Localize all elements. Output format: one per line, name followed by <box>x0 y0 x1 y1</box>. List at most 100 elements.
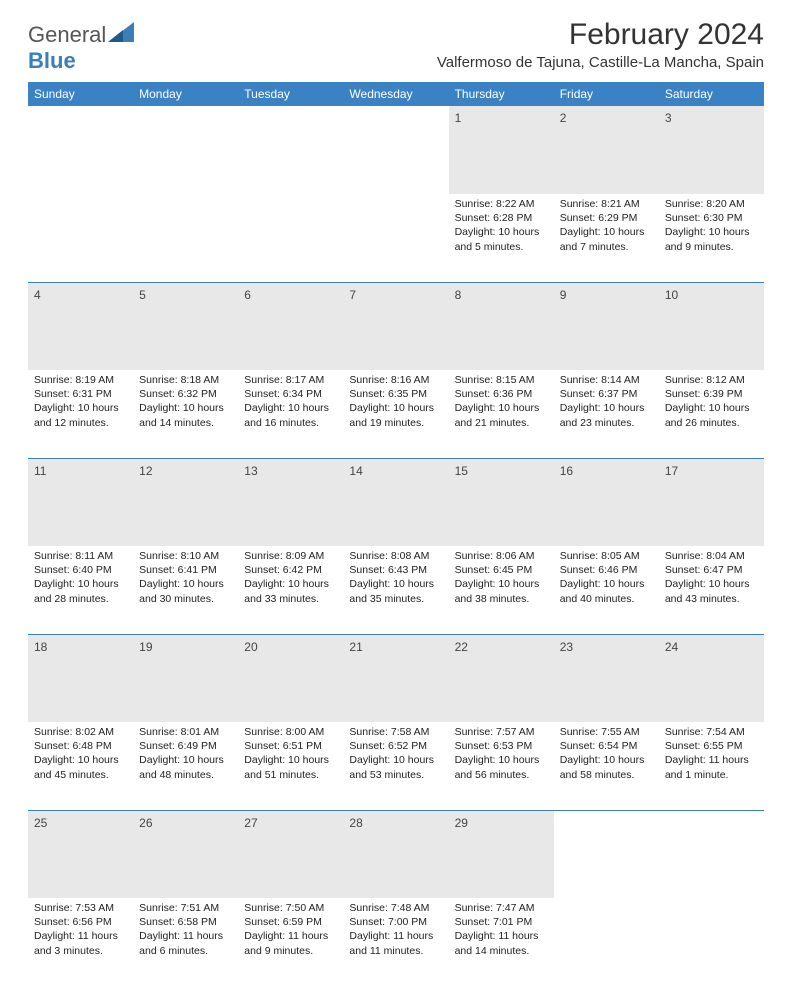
sunrise-text: Sunrise: 8:16 AM <box>349 373 442 387</box>
day-number: 24 <box>665 640 678 654</box>
daylight-text: Daylight: 10 hours and 38 minutes. <box>455 577 548 605</box>
daylight-text: Daylight: 10 hours and 43 minutes. <box>665 577 758 605</box>
day-number-cell: 14 <box>343 458 448 546</box>
day-number-cell: 7 <box>343 282 448 370</box>
day-data-cell <box>659 898 764 986</box>
sunset-text: Sunset: 6:35 PM <box>349 387 442 401</box>
brand-triangle-icon <box>108 22 134 42</box>
brand-logo: General Blue <box>28 22 134 74</box>
day-data-cell: Sunrise: 7:55 AMSunset: 6:54 PMDaylight:… <box>554 722 659 810</box>
sunrise-text: Sunrise: 7:55 AM <box>560 725 653 739</box>
daylight-text: Daylight: 11 hours and 6 minutes. <box>139 929 232 957</box>
day-number: 18 <box>34 640 47 654</box>
day-data-cell <box>343 194 448 282</box>
sunrise-text: Sunrise: 8:01 AM <box>139 725 232 739</box>
day-data-cell: Sunrise: 8:10 AMSunset: 6:41 PMDaylight:… <box>133 546 238 634</box>
day-data-cell <box>133 194 238 282</box>
day-data-cell: Sunrise: 8:21 AMSunset: 6:29 PMDaylight:… <box>554 194 659 282</box>
sunset-text: Sunset: 6:29 PM <box>560 211 653 225</box>
daylight-text: Daylight: 11 hours and 9 minutes. <box>244 929 337 957</box>
sunrise-text: Sunrise: 8:18 AM <box>139 373 232 387</box>
day-number: 2 <box>560 111 567 125</box>
sunset-text: Sunset: 6:56 PM <box>34 915 127 929</box>
sunset-text: Sunset: 6:46 PM <box>560 563 653 577</box>
day-number-cell: 26 <box>133 810 238 898</box>
day-number: 21 <box>349 640 362 654</box>
sunset-text: Sunset: 6:39 PM <box>665 387 758 401</box>
sunset-text: Sunset: 7:01 PM <box>455 915 548 929</box>
day-data-cell: Sunrise: 7:58 AMSunset: 6:52 PMDaylight:… <box>343 722 448 810</box>
data-row: Sunrise: 8:11 AMSunset: 6:40 PMDaylight:… <box>28 546 764 634</box>
data-row: Sunrise: 8:19 AMSunset: 6:31 PMDaylight:… <box>28 370 764 458</box>
calendar-table: Sunday Monday Tuesday Wednesday Thursday… <box>28 82 764 986</box>
daylight-text: Daylight: 10 hours and 30 minutes. <box>139 577 232 605</box>
day-number-cell: 3 <box>659 106 764 194</box>
month-title: February 2024 <box>437 18 764 52</box>
daylight-text: Daylight: 11 hours and 14 minutes. <box>455 929 548 957</box>
daylight-text: Daylight: 10 hours and 40 minutes. <box>560 577 653 605</box>
day-number-cell <box>659 810 764 898</box>
day-data-cell: Sunrise: 8:02 AMSunset: 6:48 PMDaylight:… <box>28 722 133 810</box>
day-number-cell: 18 <box>28 634 133 722</box>
day-number: 27 <box>244 816 257 830</box>
daylight-text: Daylight: 10 hours and 19 minutes. <box>349 401 442 429</box>
sunset-text: Sunset: 7:00 PM <box>349 915 442 929</box>
day-data-cell: Sunrise: 8:05 AMSunset: 6:46 PMDaylight:… <box>554 546 659 634</box>
daylight-text: Daylight: 10 hours and 5 minutes. <box>455 225 548 253</box>
sunrise-text: Sunrise: 8:20 AM <box>665 197 758 211</box>
day-data-cell: Sunrise: 8:00 AMSunset: 6:51 PMDaylight:… <box>238 722 343 810</box>
day-data-cell: Sunrise: 7:53 AMSunset: 6:56 PMDaylight:… <box>28 898 133 986</box>
brand-part1: General <box>28 22 106 47</box>
day-number-cell: 22 <box>449 634 554 722</box>
day-number: 13 <box>244 464 257 478</box>
sunset-text: Sunset: 6:40 PM <box>34 563 127 577</box>
sunrise-text: Sunrise: 8:10 AM <box>139 549 232 563</box>
sunrise-text: Sunrise: 8:12 AM <box>665 373 758 387</box>
day-number: 20 <box>244 640 257 654</box>
sunrise-text: Sunrise: 8:15 AM <box>455 373 548 387</box>
day-data-cell: Sunrise: 8:08 AMSunset: 6:43 PMDaylight:… <box>343 546 448 634</box>
weekday-header: Tuesday <box>238 82 343 106</box>
sunset-text: Sunset: 6:49 PM <box>139 739 232 753</box>
day-number-cell: 2 <box>554 106 659 194</box>
daylight-text: Daylight: 10 hours and 53 minutes. <box>349 753 442 781</box>
day-number-cell: 27 <box>238 810 343 898</box>
sunrise-text: Sunrise: 8:04 AM <box>665 549 758 563</box>
daylight-text: Daylight: 10 hours and 56 minutes. <box>455 753 548 781</box>
day-data-cell: Sunrise: 8:20 AMSunset: 6:30 PMDaylight:… <box>659 194 764 282</box>
sunrise-text: Sunrise: 7:51 AM <box>139 901 232 915</box>
sunrise-text: Sunrise: 8:21 AM <box>560 197 653 211</box>
day-number: 22 <box>455 640 468 654</box>
day-number-cell: 6 <box>238 282 343 370</box>
sunset-text: Sunset: 6:45 PM <box>455 563 548 577</box>
sunrise-text: Sunrise: 8:05 AM <box>560 549 653 563</box>
daylight-text: Daylight: 10 hours and 12 minutes. <box>34 401 127 429</box>
day-number: 9 <box>560 288 567 302</box>
daylight-text: Daylight: 10 hours and 28 minutes. <box>34 577 127 605</box>
day-data-cell <box>554 898 659 986</box>
day-number-cell: 19 <box>133 634 238 722</box>
sunrise-text: Sunrise: 8:11 AM <box>34 549 127 563</box>
daylight-text: Daylight: 10 hours and 21 minutes. <box>455 401 548 429</box>
day-data-cell: Sunrise: 8:18 AMSunset: 6:32 PMDaylight:… <box>133 370 238 458</box>
day-number: 29 <box>455 816 468 830</box>
day-number: 12 <box>139 464 152 478</box>
day-data-cell <box>238 194 343 282</box>
day-data-cell: Sunrise: 8:17 AMSunset: 6:34 PMDaylight:… <box>238 370 343 458</box>
daylight-text: Daylight: 11 hours and 11 minutes. <box>349 929 442 957</box>
daynum-row: 45678910 <box>28 282 764 370</box>
sunset-text: Sunset: 6:51 PM <box>244 739 337 753</box>
sunset-text: Sunset: 6:48 PM <box>34 739 127 753</box>
sunset-text: Sunset: 6:55 PM <box>665 739 758 753</box>
weekday-header: Friday <box>554 82 659 106</box>
daylight-text: Daylight: 10 hours and 16 minutes. <box>244 401 337 429</box>
day-number-cell: 24 <box>659 634 764 722</box>
day-number-cell: 28 <box>343 810 448 898</box>
daynum-row: 18192021222324 <box>28 634 764 722</box>
data-row: Sunrise: 7:53 AMSunset: 6:56 PMDaylight:… <box>28 898 764 986</box>
sunset-text: Sunset: 6:30 PM <box>665 211 758 225</box>
day-data-cell: Sunrise: 8:04 AMSunset: 6:47 PMDaylight:… <box>659 546 764 634</box>
brand-text: General Blue <box>28 22 134 74</box>
daynum-row: 2526272829 <box>28 810 764 898</box>
sunset-text: Sunset: 6:59 PM <box>244 915 337 929</box>
